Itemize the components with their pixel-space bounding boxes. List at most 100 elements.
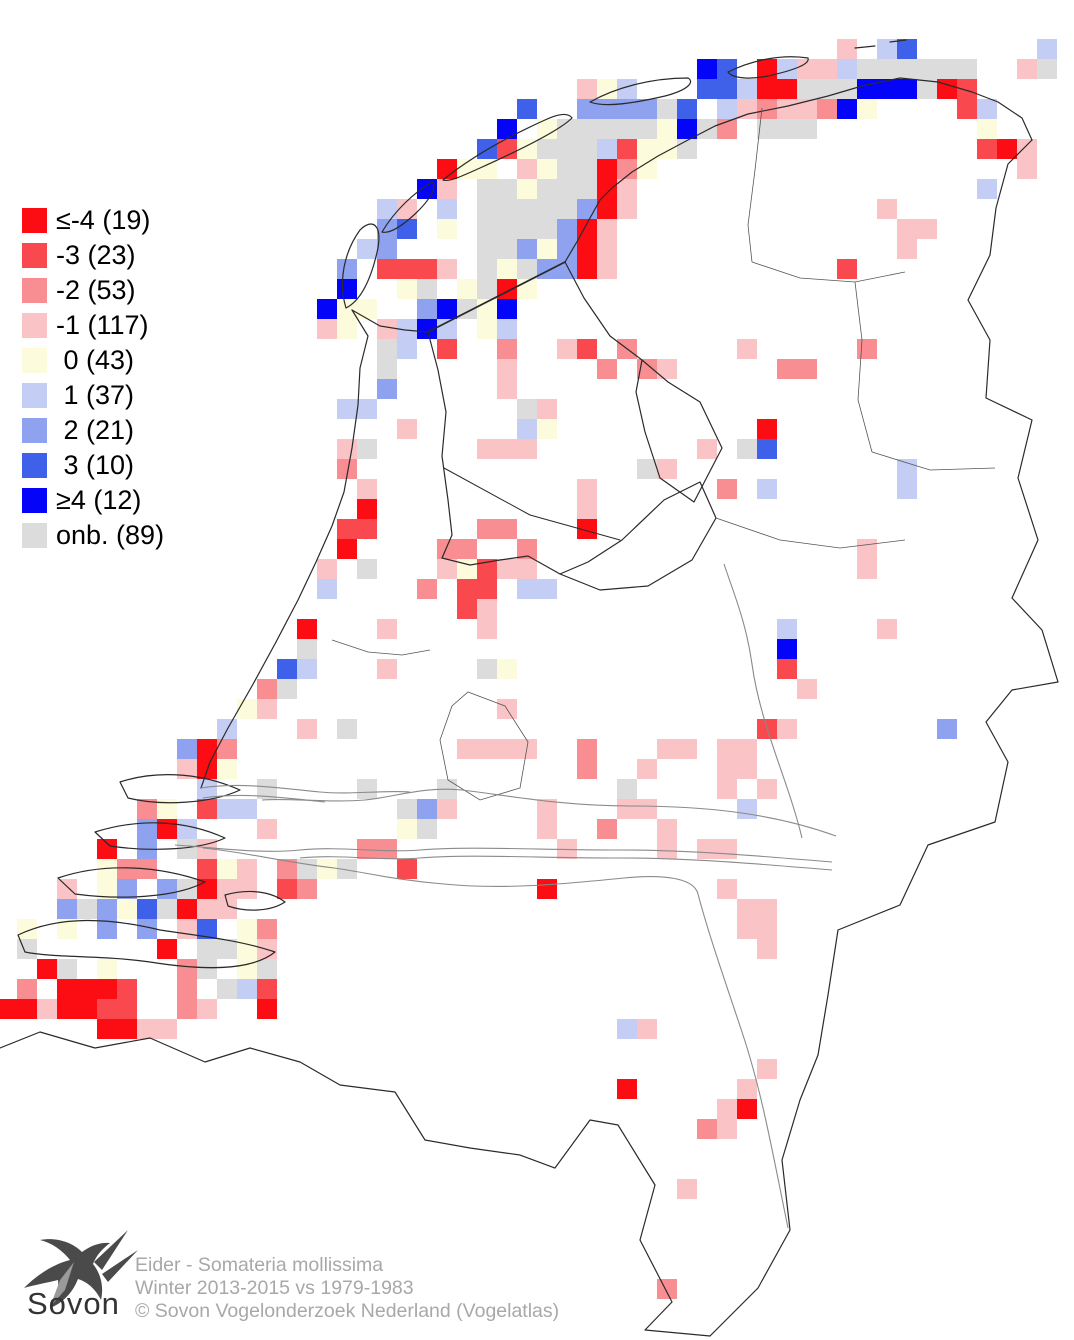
atlas-cell — [597, 79, 617, 99]
atlas-cell — [137, 799, 157, 819]
atlas-cell — [597, 139, 617, 159]
atlas-cell — [477, 439, 497, 459]
atlas-cell — [697, 439, 717, 459]
atlas-cell — [757, 939, 777, 959]
legend-item-Y0: 0 (43) — [22, 343, 164, 378]
atlas-cell — [517, 419, 537, 439]
atlas-cell — [177, 919, 197, 939]
legend-label: onb. (89) — [56, 520, 165, 550]
atlas-cell — [517, 219, 537, 239]
atlas-cell — [197, 839, 217, 859]
atlas-cell — [977, 119, 997, 139]
atlas-cell — [477, 599, 497, 619]
atlas-cell — [117, 879, 137, 899]
atlas-cell — [217, 759, 237, 779]
atlas-cell — [637, 799, 657, 819]
atlas-cell — [917, 219, 937, 239]
atlas-cell — [557, 179, 577, 199]
atlas-cell — [57, 959, 77, 979]
atlas-cell — [397, 819, 417, 839]
atlas-cell — [77, 979, 97, 999]
atlas-cell — [377, 319, 397, 339]
atlas-cell — [397, 219, 417, 239]
species-title: Eider - Somateria mollissima — [135, 1254, 384, 1276]
atlas-cell — [537, 119, 557, 139]
atlas-cell — [317, 319, 337, 339]
atlas-cell — [537, 579, 557, 599]
atlas-cell — [317, 579, 337, 599]
atlas-cell — [577, 739, 597, 759]
legend-label: 2 (21) — [56, 415, 135, 445]
atlas-cell — [277, 679, 297, 699]
atlas-cell — [977, 99, 997, 119]
atlas-cell — [757, 1059, 777, 1079]
atlas-cell — [877, 39, 897, 59]
atlas-cell — [657, 359, 677, 379]
atlas-cell — [357, 399, 377, 419]
atlas-cell — [397, 319, 417, 339]
atlas-cell — [777, 639, 797, 659]
atlas-cell — [497, 139, 517, 159]
atlas-cell — [137, 1019, 157, 1039]
legend-label: 1 (37) — [56, 380, 135, 410]
atlas-cell — [197, 739, 217, 759]
atlas-cell — [517, 399, 537, 419]
atlas-cell — [517, 559, 537, 579]
atlas-cell — [97, 1019, 117, 1039]
atlas-cell — [777, 619, 797, 639]
atlas-cell — [737, 739, 757, 759]
atlas-cell — [357, 559, 377, 579]
atlas-cell — [497, 299, 517, 319]
atlas-cell — [617, 339, 637, 359]
atlas-cell — [477, 139, 497, 159]
atlas-cell — [237, 919, 257, 939]
atlas-cell — [997, 139, 1017, 159]
copyright-line: © Sovon Vogelonderzoek Nederland (Vogela… — [135, 1300, 560, 1322]
atlas-cell — [117, 999, 137, 1019]
atlas-cell — [197, 959, 217, 979]
atlas-cell — [137, 859, 157, 879]
atlas-cell — [1017, 59, 1037, 79]
atlas-cell — [297, 619, 317, 639]
atlas-cell — [597, 199, 617, 219]
atlas-cell — [437, 339, 457, 359]
atlas-cell — [497, 699, 517, 719]
atlas-cell — [517, 279, 537, 299]
atlas-cell — [517, 99, 537, 119]
atlas-cell — [497, 359, 517, 379]
atlas-cell — [777, 719, 797, 739]
atlas-cell — [797, 79, 817, 99]
atlas-cell — [617, 199, 637, 219]
legend-swatch-icon — [22, 453, 47, 478]
atlas-cell — [557, 339, 577, 359]
atlas-cell — [437, 179, 457, 199]
atlas-cell — [477, 279, 497, 299]
atlas-cell — [417, 819, 437, 839]
atlas-cell — [497, 119, 517, 139]
atlas-cell — [377, 359, 397, 379]
atlas-cell — [297, 639, 317, 659]
atlas-cell — [477, 159, 497, 179]
atlas-cell — [757, 419, 777, 439]
legend-swatch-icon — [22, 208, 47, 233]
atlas-cell — [557, 199, 577, 219]
atlas-cell — [37, 959, 57, 979]
atlas-cell — [637, 359, 657, 379]
atlas-cell — [717, 59, 737, 79]
legend-item-G: onb. (89) — [22, 518, 164, 553]
atlas-cell — [157, 819, 177, 839]
atlas-cell — [897, 459, 917, 479]
atlas-cell — [577, 219, 597, 239]
atlas-cell — [397, 339, 417, 359]
atlas-cell — [497, 239, 517, 259]
atlas-cell — [517, 579, 537, 599]
atlas-cell — [497, 319, 517, 339]
atlas-cell — [257, 819, 277, 839]
atlas-cell — [937, 79, 957, 99]
atlas-cell — [497, 339, 517, 359]
atlas-cell — [97, 839, 117, 859]
atlas-cell — [357, 519, 377, 539]
atlas-cell — [437, 199, 457, 219]
atlas-cell — [977, 139, 997, 159]
atlas-cell — [497, 559, 517, 579]
